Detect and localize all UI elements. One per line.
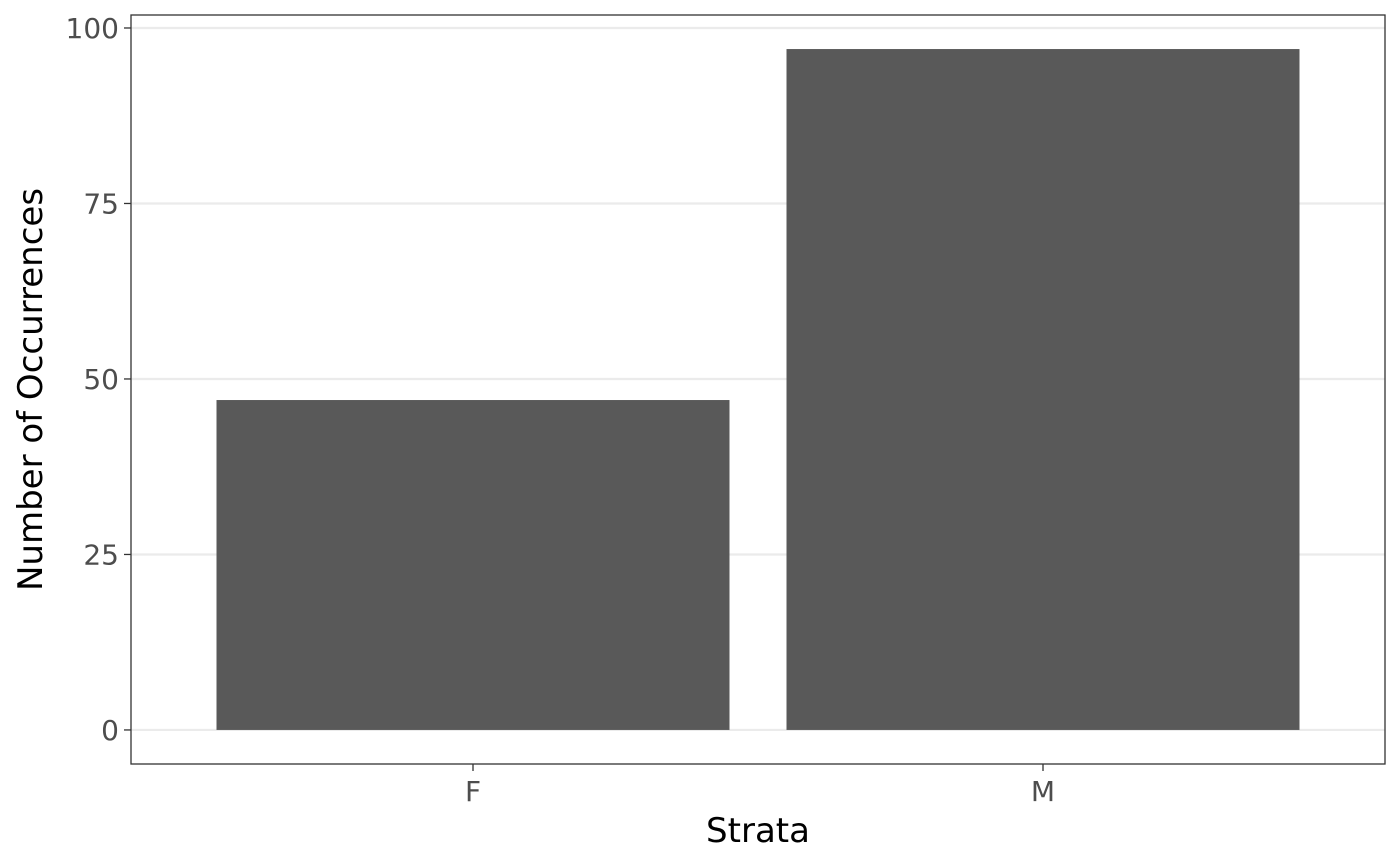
y-tick-label: 0 xyxy=(101,714,119,747)
bar-f xyxy=(216,400,730,730)
y-tick-label: 25 xyxy=(83,538,119,571)
x-tick-label: M xyxy=(1031,775,1055,808)
x-axis-title: Strata xyxy=(706,811,810,851)
y-axis-title: Number of Occurrences xyxy=(11,188,51,591)
y-tick-label: 100 xyxy=(66,12,119,45)
panel-border xyxy=(130,14,1386,765)
axis-ticks: 0 25 50 75 100 F M xyxy=(66,12,1056,808)
bars xyxy=(216,49,1300,730)
y-tick-label: 75 xyxy=(83,187,119,220)
bar-m xyxy=(786,49,1300,730)
x-tick-label: F xyxy=(465,775,481,808)
y-tick-label: 50 xyxy=(83,363,119,396)
